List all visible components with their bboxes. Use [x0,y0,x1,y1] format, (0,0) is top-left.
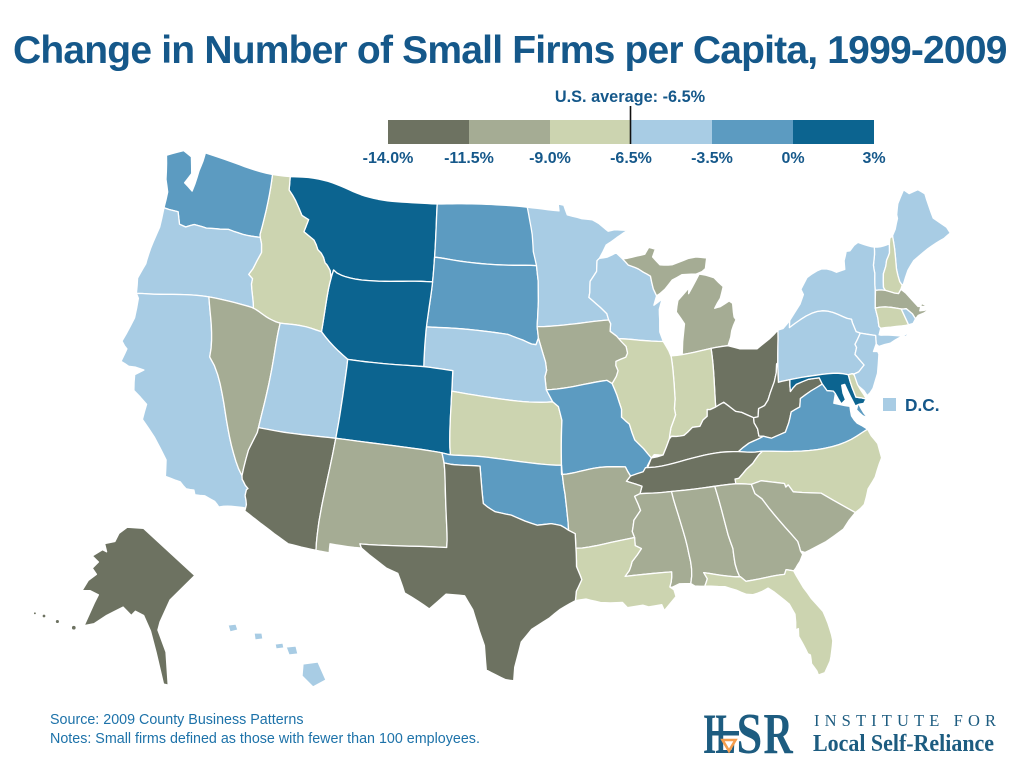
svg-text:-9.0%: -9.0% [529,150,571,167]
svg-text:-14.0%: -14.0% [363,150,414,167]
svg-text:I: I [703,703,716,766]
svg-text:0%: 0% [781,150,804,167]
svg-text:3%: 3% [862,150,885,167]
svg-text:D.C.: D.C. [905,395,940,415]
svg-text:-6.5%: -6.5% [610,150,652,167]
svg-text:S: S [737,702,763,766]
svg-text:U.S. average: -6.5%: U.S. average: -6.5% [555,88,706,106]
svg-text:INSTITUTE FOR: INSTITUTE FOR [814,711,996,730]
svg-text:-3.5%: -3.5% [691,150,733,167]
svg-text:Source: 2009 County Business P: Source: 2009 County Business Patterns [50,712,304,728]
svg-text:Notes: Small firms defined as: Notes: Small firms defined as those with… [50,731,480,747]
svg-text:Change in Number of Small Firm: Change in Number of Small Firms per Capi… [13,29,1007,72]
svg-text:R: R [764,701,794,766]
svg-text:Local Self-Reliance: Local Self-Reliance [813,731,994,757]
svg-text:-11.5%: -11.5% [444,150,494,167]
